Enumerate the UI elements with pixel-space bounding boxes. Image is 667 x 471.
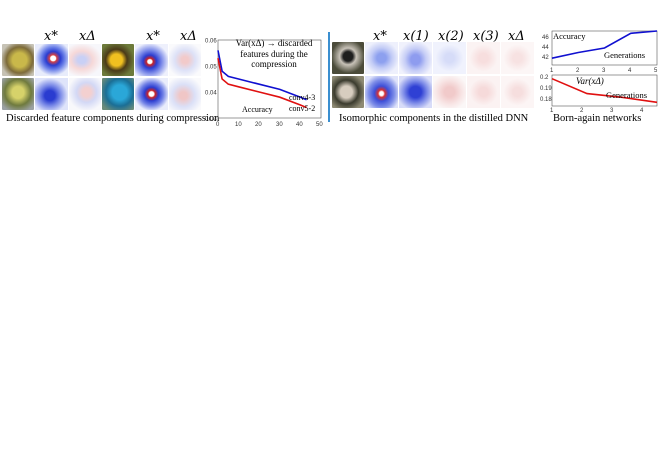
compression-annotation: Var(xΔ) → discarded features during the … bbox=[235, 38, 313, 69]
xtick-40: 40 bbox=[296, 122, 303, 128]
acc-xtick-5: 5 bbox=[654, 68, 658, 74]
caption-isomorphic: Isomorphic components in the distilled D… bbox=[339, 113, 529, 124]
heatmap-x-star-2 bbox=[35, 78, 68, 110]
born-again-variance-chart: 0.2 0.19 0.18 1 2 3 4 Var(xΔ) Generation… bbox=[540, 74, 658, 114]
var-ytick-0.19: 0.19 bbox=[540, 86, 552, 92]
acc-ytick-42: 42 bbox=[542, 55, 549, 61]
acc-xtick-3: 3 bbox=[602, 68, 606, 74]
heatmap-x-star-4 bbox=[135, 78, 168, 110]
var-xtick-3: 3 bbox=[610, 108, 614, 114]
heatmap-x-star-1 bbox=[35, 44, 68, 76]
xtick-10: 10 bbox=[235, 122, 242, 128]
var-xtick-4: 4 bbox=[640, 108, 644, 114]
heatmap-mid-x3-2 bbox=[467, 76, 500, 108]
accuracy-plot-frame bbox=[551, 30, 658, 66]
heatmap-mid-x3-1 bbox=[467, 42, 500, 74]
header-x-2: x(2) bbox=[438, 29, 464, 44]
xtick-20: 20 bbox=[255, 122, 262, 128]
heatmap-mid-x1-1 bbox=[399, 42, 432, 74]
acc-ytick-44: 44 bbox=[542, 45, 549, 51]
ytick-0.06: 0.06 bbox=[205, 39, 217, 45]
acc-xtick-4: 4 bbox=[628, 68, 632, 74]
header-x-star-2: x* bbox=[146, 29, 160, 44]
var-xtick-1: 1 bbox=[550, 108, 554, 114]
var-ytick-0.2: 0.2 bbox=[540, 75, 549, 81]
compression-xticks: 0 10 20 30 40 50 bbox=[216, 122, 323, 128]
ba-top-lines-series-line-0 bbox=[551, 30, 658, 59]
series-label-conv4-3: conv4-3 bbox=[289, 93, 315, 102]
header-x-delta-2: xΔ bbox=[180, 29, 197, 44]
heatmap-x-delta-1 bbox=[69, 44, 101, 76]
bird-photo-tern bbox=[332, 76, 364, 108]
bird-photo-oriole bbox=[102, 44, 134, 76]
panel-divider bbox=[328, 32, 330, 122]
bird-photo-goldfinch-top bbox=[2, 44, 34, 76]
label-generations-bottom: Generations bbox=[606, 90, 647, 100]
heatmap-mid-xdelta-2 bbox=[501, 76, 534, 108]
heatmap-x-delta-4 bbox=[169, 78, 201, 110]
header-x-star-1: x* bbox=[44, 29, 58, 44]
bird-photo-puffin bbox=[332, 42, 364, 74]
label-var-x-delta: Var(xΔ) bbox=[576, 76, 604, 86]
xtick-0: 0 bbox=[216, 122, 220, 128]
var-ytick-0.18: 0.18 bbox=[540, 97, 552, 103]
ba-bot-lines-series-line-0 bbox=[551, 77, 658, 104]
header-x-delta-1: xΔ bbox=[79, 29, 96, 44]
header-x-delta-mid: xΔ bbox=[508, 29, 525, 44]
xtick-30: 30 bbox=[276, 122, 283, 128]
acc-xtick-2: 2 bbox=[576, 68, 580, 74]
heatmap-mid-x2-1 bbox=[433, 42, 466, 74]
acc-xtick-1: 1 bbox=[550, 68, 554, 74]
heatmap-mid-x1-2 bbox=[399, 76, 432, 108]
caption-compression: Discarded feature components during comp… bbox=[6, 113, 220, 124]
ytick-0.03: 0.03 bbox=[205, 117, 217, 123]
label-accuracy: Accuracy bbox=[553, 31, 586, 41]
label-generations-top: Generations bbox=[604, 50, 645, 60]
accuracy-label: Accuracy bbox=[242, 105, 273, 114]
acc-ytick-46: 46 bbox=[542, 35, 549, 41]
bird-photo-goldfinch-bottom bbox=[2, 78, 34, 110]
ytick-0.04: 0.04 bbox=[205, 91, 217, 97]
heatmap-x-delta-2 bbox=[69, 78, 101, 110]
compression-plot-frame bbox=[217, 39, 322, 119]
var-xtick-2: 2 bbox=[580, 108, 584, 114]
header-x-3: x(3) bbox=[473, 29, 499, 44]
compression-yticks: 0.06 0.05 0.04 0.03 bbox=[205, 39, 217, 123]
ytick-0.05: 0.05 bbox=[205, 65, 217, 71]
conv4-3-series-line-0 bbox=[217, 50, 307, 101]
heatmap-mid-xstar-1 bbox=[365, 42, 398, 74]
series-label-conv5-2: conv5-2 bbox=[289, 104, 315, 113]
heatmap-x-delta-3 bbox=[169, 44, 201, 76]
caption-born-again: Born-again networks bbox=[553, 113, 642, 124]
heatmap-mid-xstar-2 bbox=[365, 76, 398, 108]
bird-photo-bluebird bbox=[102, 78, 134, 110]
heatmap-mid-xdelta-1 bbox=[501, 42, 534, 74]
conv5-2-series-line-1 bbox=[217, 58, 307, 109]
born-again-accuracy-chart: 46 44 42 1 2 3 4 5 Accuracy Generations bbox=[542, 30, 658, 74]
heatmap-mid-x2-2 bbox=[433, 76, 466, 108]
variance-plot-frame bbox=[551, 74, 658, 107]
header-x-star-mid: x* bbox=[373, 29, 387, 44]
compression-chart: 0.06 0.05 0.04 0.03 0 10 20 30 40 50 con… bbox=[205, 39, 323, 129]
header-x-1: x(1) bbox=[403, 29, 429, 44]
xtick-50: 50 bbox=[316, 122, 323, 128]
heatmap-x-star-3 bbox=[135, 44, 168, 76]
